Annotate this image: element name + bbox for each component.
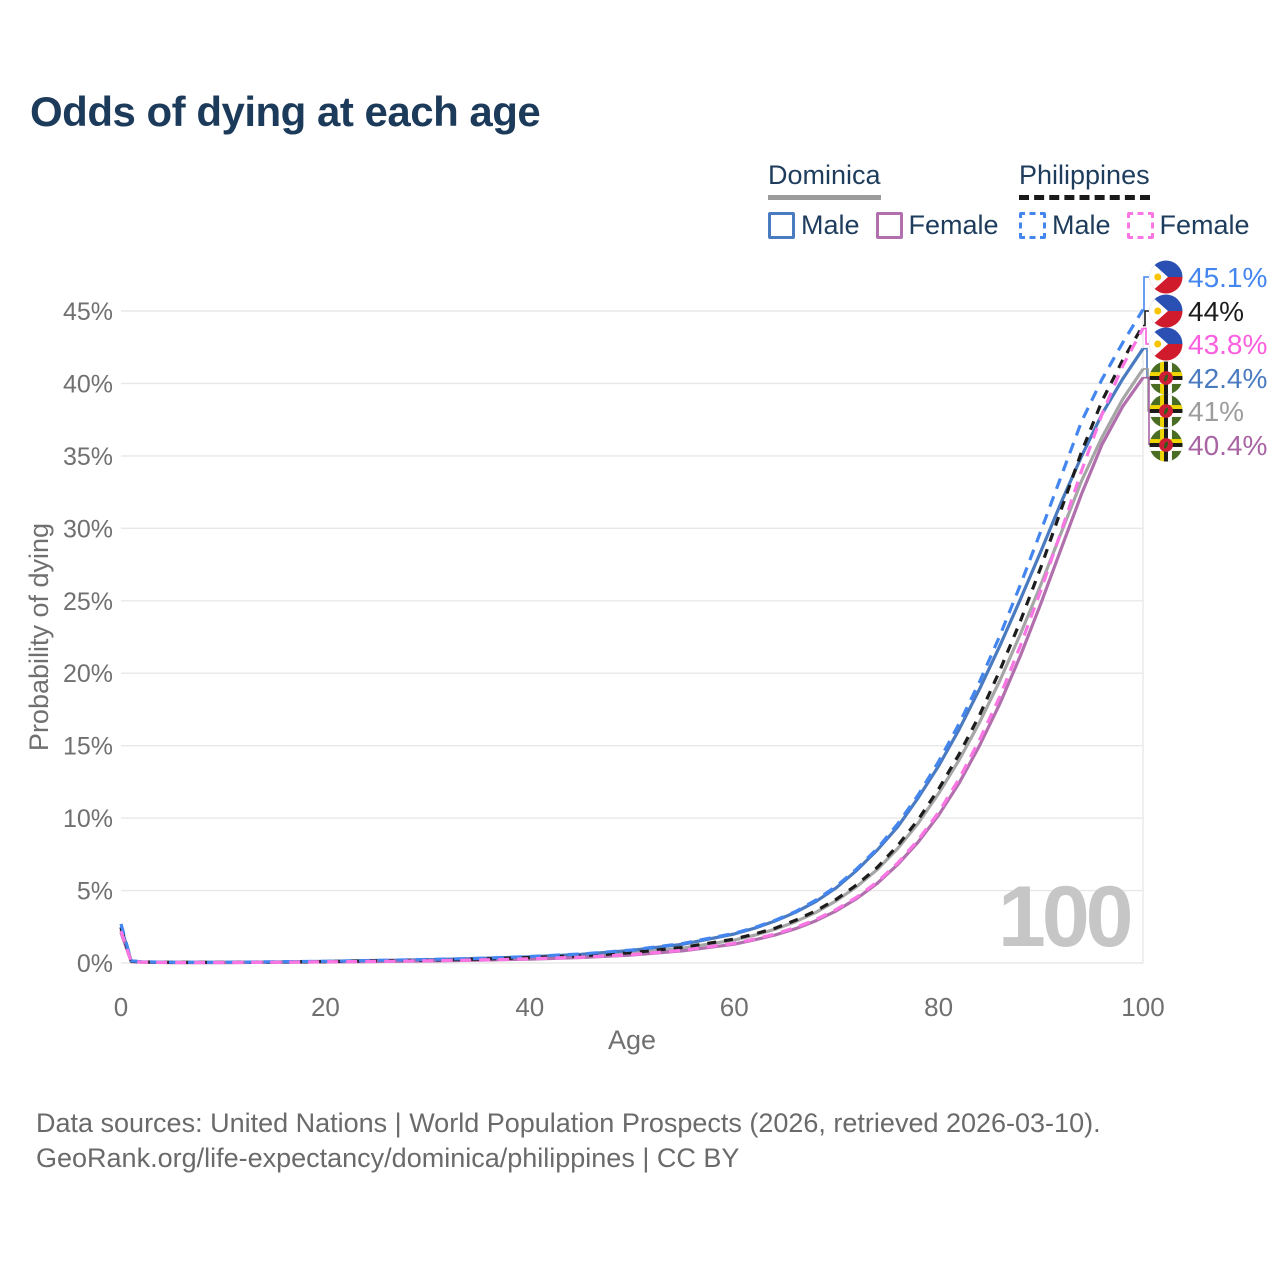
legend-group-dominica: Dominica Male Female xyxy=(768,160,999,241)
end-label-leader-philippines-female xyxy=(1143,327,1149,345)
end-label-dominica-female[interactable]: 40.4% xyxy=(1188,430,1267,461)
legend-item-label: Male xyxy=(1052,210,1111,240)
end-label-leader-philippines-both xyxy=(1143,310,1149,327)
legend-item-label: Female xyxy=(908,210,999,240)
philippines-male-swatch xyxy=(1019,212,1046,239)
end-label-dominica-both[interactable]: 41% xyxy=(1188,396,1244,427)
watermark-age-100: 100 xyxy=(998,869,1131,965)
philippines-dashed-line-swatch xyxy=(1019,195,1150,200)
y-tick-label: 40% xyxy=(63,370,113,398)
y-tick-label: 25% xyxy=(63,588,113,616)
dominica-solid-line-swatch xyxy=(768,195,881,200)
x-tick-label: 40 xyxy=(515,992,544,1022)
y-tick-label: 0% xyxy=(77,950,113,978)
x-axis-title: Age xyxy=(608,1025,656,1055)
page-title: Odds of dying at each age xyxy=(30,88,541,135)
legend-item-label: Female xyxy=(1159,210,1250,240)
series-line-philippines-male[interactable] xyxy=(119,308,1145,964)
y-tick-label: 35% xyxy=(63,443,113,471)
data-sources-line: Data sources: United Nations | World Pop… xyxy=(36,1108,1101,1138)
end-label-leader-philippines-male xyxy=(1143,276,1149,311)
x-tick-label: 0 xyxy=(114,992,128,1022)
y-tick-label: 20% xyxy=(63,660,113,688)
legend-item-dominica-male[interactable]: Male xyxy=(768,210,860,241)
end-label-philippines-female[interactable]: 43.8% xyxy=(1188,329,1267,360)
end-label-philippines-both[interactable]: 44% xyxy=(1188,296,1244,327)
dominica-flag-icon[interactable] xyxy=(1149,428,1183,462)
x-tick-label: 20 xyxy=(311,992,340,1022)
y-tick-label: 30% xyxy=(63,515,113,543)
x-tick-label: 60 xyxy=(720,992,749,1022)
y-tick-label: 5% xyxy=(77,878,113,906)
philippines-flag-icon[interactable] xyxy=(1149,294,1183,328)
legend-country-philippines: Philippines xyxy=(1019,160,1150,200)
end-label-leader-dominica-both xyxy=(1143,368,1149,412)
y-axis-title: Probability of dying xyxy=(24,523,54,751)
legend-group-philippines: Philippines Male Female xyxy=(1019,160,1250,241)
legend-country-dominica: Dominica xyxy=(768,160,881,200)
dominica-flag-icon[interactable] xyxy=(1149,394,1183,428)
end-label-dominica-male[interactable]: 42.4% xyxy=(1188,363,1267,394)
legend-item-label: Male xyxy=(801,210,860,240)
philippines-female-swatch xyxy=(1126,212,1154,239)
philippines-flag-icon[interactable] xyxy=(1149,260,1183,294)
end-label-philippines-male[interactable]: 45.1% xyxy=(1188,262,1267,293)
end-label-leader-dominica-female xyxy=(1143,376,1150,445)
x-tick-label: 80 xyxy=(924,992,953,1022)
legend-item-dominica-female[interactable]: Female xyxy=(875,210,999,241)
series-line-philippines-both[interactable] xyxy=(119,324,1145,965)
dominica-flag-icon[interactable] xyxy=(1149,361,1183,395)
philippines-flag-icon[interactable] xyxy=(1149,327,1183,361)
x-tick-label: 100 xyxy=(1121,992,1164,1022)
dominica-male-swatch xyxy=(768,212,795,239)
y-tick-label: 45% xyxy=(63,298,113,326)
footer: Data sources: United Nations | World Pop… xyxy=(36,1106,1101,1176)
series-line-philippines-female[interactable] xyxy=(119,327,1145,965)
legend-item-philippines-male[interactable]: Male xyxy=(1019,210,1111,241)
y-tick-label: 10% xyxy=(63,805,113,833)
attribution-line: GeoRank.org/life-expectancy/dominica/phi… xyxy=(36,1143,740,1173)
legend-country-label: Philippines xyxy=(1019,160,1150,190)
legend-item-philippines-female[interactable]: Female xyxy=(1126,210,1250,241)
y-tick-label: 15% xyxy=(63,733,113,761)
legend-country-label: Dominica xyxy=(768,160,881,190)
dominica-female-swatch xyxy=(875,212,903,239)
